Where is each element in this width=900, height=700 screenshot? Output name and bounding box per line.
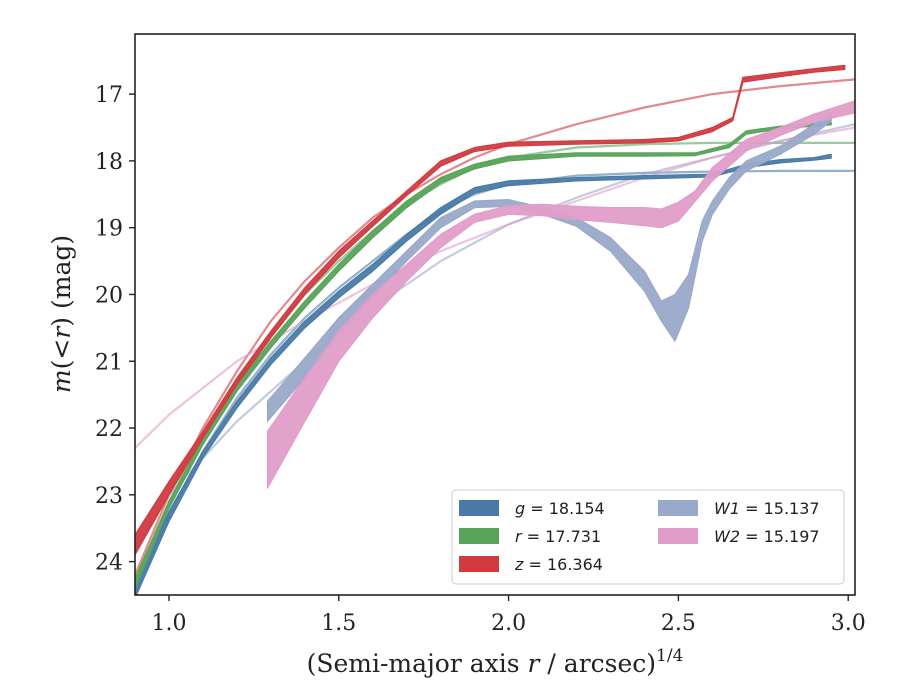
legend-swatch-g: [459, 500, 499, 516]
band-w1: [266, 112, 832, 422]
y-tick-label: 20: [95, 283, 123, 308]
legend-label-w2: W2 = 15.197: [714, 527, 820, 546]
y-tick-label: 17: [95, 83, 123, 108]
legend-swatch-z: [459, 556, 499, 572]
y-tick-label: 19: [95, 217, 123, 242]
x-tick-label: 1.5: [321, 611, 356, 636]
plot-frame: [134, 33, 856, 596]
band-z: [135, 64, 846, 556]
x-tick-label: 1.0: [151, 611, 186, 636]
y-tick-label: 22: [95, 417, 123, 442]
y-axis-label: m(<r) (mag): [47, 235, 76, 393]
x-tick-label: 3.0: [831, 611, 866, 636]
legend-label-z: z = 16.364: [514, 555, 603, 574]
model-line-w2: [135, 126, 855, 449]
legend-swatch-r: [459, 528, 499, 544]
legend: g = 18.154 r = 17.731 z = 16.364 W1 = 15.13…: [451, 489, 845, 585]
legend-frame: [451, 489, 845, 585]
band-g: [135, 153, 832, 595]
legend-swatch-w2: [658, 528, 698, 544]
y-tick-label: 21: [95, 350, 123, 375]
band-r: [135, 121, 832, 589]
legend-label-r: r = 17.731: [515, 527, 601, 546]
y-tick-label: 23: [95, 484, 123, 509]
legend-label-g: g = 18.154: [515, 499, 605, 518]
y-tick-label: 18: [95, 150, 123, 175]
y-tick-label: 24: [95, 551, 123, 576]
y-axis-ticks: 17 18 19 20 21 22 23 24: [95, 83, 135, 576]
x-axis-label: (Semi-major axis r / arcsec)1/4: [307, 646, 684, 678]
legend-swatch-w1: [658, 500, 698, 516]
x-tick-label: 2.5: [661, 611, 696, 636]
data-bands: [135, 64, 855, 595]
band-w2: [266, 100, 855, 489]
x-axis-ticks: 1.0 1.5 2.0 2.5 3.0: [151, 595, 866, 636]
x-tick-label: 2.0: [491, 611, 526, 636]
legend-label-w1: W1 = 15.137: [714, 499, 820, 518]
